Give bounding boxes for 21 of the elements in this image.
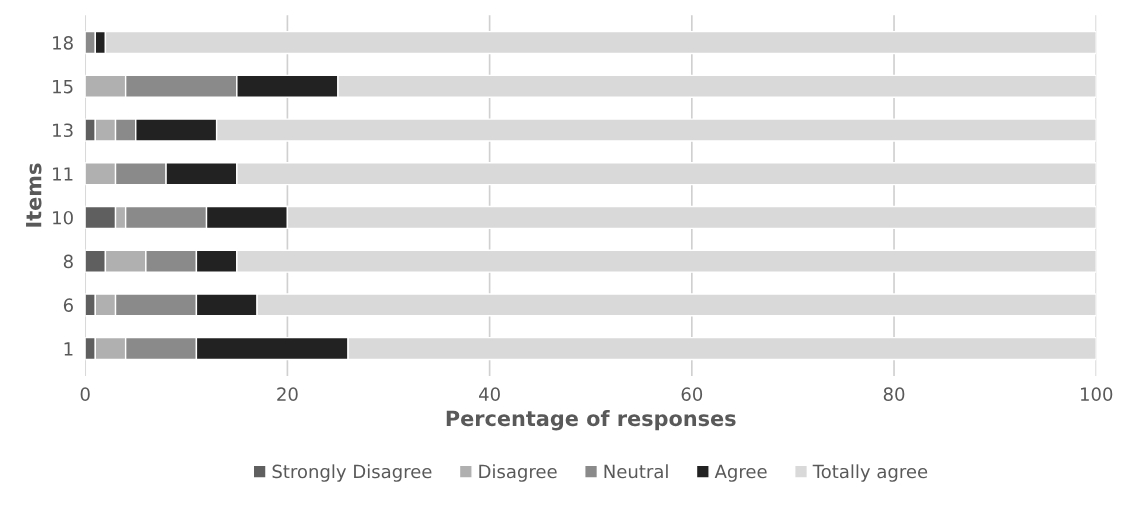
legend-label: Agree [714, 464, 767, 482]
y-tick-label: 18 [53, 36, 73, 50]
y-tick-label: 13 [53, 123, 73, 138]
y-tick-label: 8 [63, 254, 73, 269]
y-tick-label: 15 [53, 79, 73, 94]
y-tick-label: 6 [63, 298, 73, 312]
y-tick-label: 11 [53, 167, 73, 181]
x-tick-label: 20 [277, 387, 298, 402]
legend-label: Neutral [604, 464, 668, 479]
y-tick-label: 1 [64, 342, 73, 356]
x-tick-label: 100 [1080, 387, 1113, 402]
y-axis-title: Items [26, 163, 42, 227]
x-tick-label: 0 [80, 387, 90, 402]
x-tick-label: 60 [681, 387, 703, 402]
y-tick-label: 10 [53, 210, 73, 225]
x-axis-title: Percentage of responses [446, 410, 736, 431]
x-tick-label: 40 [479, 387, 500, 402]
x-tick-label: 80 [883, 387, 905, 402]
legend-label: Disagree [479, 464, 557, 482]
legend-label: Totally agree [812, 464, 928, 482]
legend-label: Strongly Disagree [272, 464, 432, 482]
